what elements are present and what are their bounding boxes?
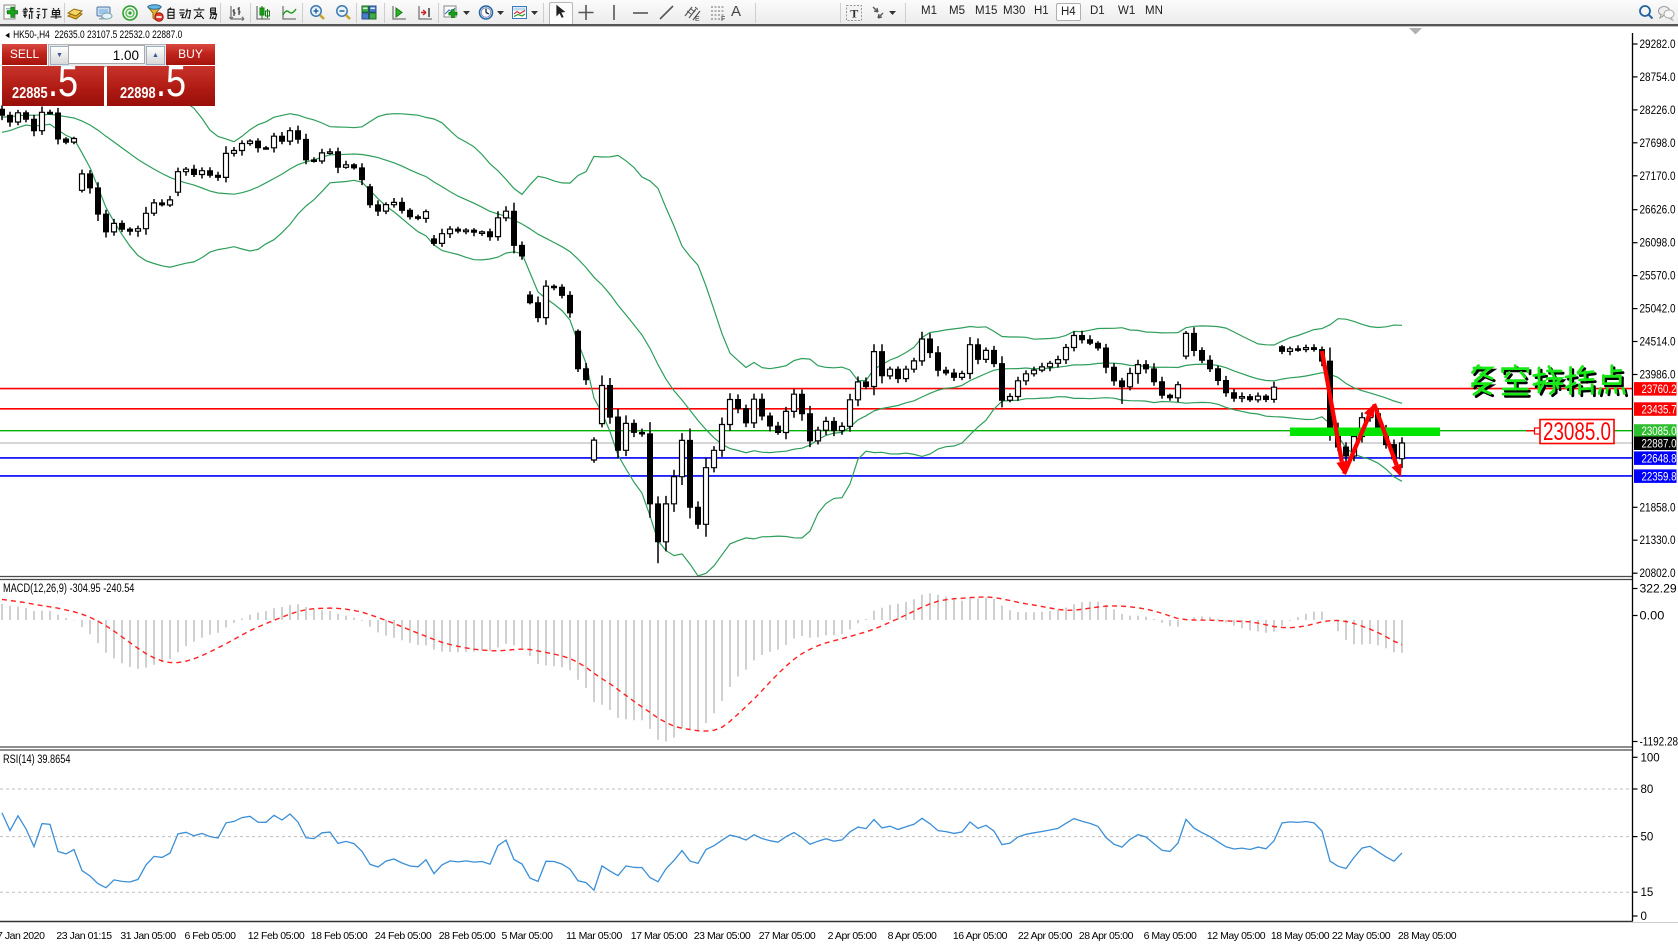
svg-text:25570.0: 25570.0 [1640,271,1676,283]
svg-text:8 Apr 05:00: 8 Apr 05:00 [888,930,937,942]
svg-text:21330.0: 21330.0 [1640,535,1676,547]
svg-text:24514.0: 24514.0 [1640,337,1676,349]
svg-text:28 May 05:00: 28 May 05:00 [1398,930,1457,942]
svg-text:-1192.28: -1192.28 [1640,737,1678,749]
svg-text:21858.0: 21858.0 [1640,502,1676,514]
svg-text:27698.0: 27698.0 [1640,138,1676,150]
svg-text:12 Feb 05:00: 12 Feb 05:00 [248,930,305,942]
svg-text:18 May 05:00: 18 May 05:00 [1271,930,1330,942]
svg-text:23986.0: 23986.0 [1640,370,1676,382]
svg-text:28 Apr 05:00: 28 Apr 05:00 [1079,930,1134,942]
svg-text:26098.0: 26098.0 [1640,238,1676,250]
svg-text:31 Jan 05:00: 31 Jan 05:00 [120,930,176,942]
svg-text:18 Feb 05:00: 18 Feb 05:00 [311,930,368,942]
svg-text:23085.0: 23085.0 [1543,418,1611,446]
svg-text:6 Feb 05:00: 6 Feb 05:00 [184,930,236,942]
svg-text:80: 80 [1641,784,1654,796]
svg-text:28754.0: 28754.0 [1640,72,1676,84]
svg-text:22 Apr 05:00: 22 Apr 05:00 [1018,930,1073,942]
svg-text:0: 0 [1641,911,1647,923]
svg-text:F: F [721,16,725,23]
svg-text:17 Mar 05:00: 17 Mar 05:00 [631,930,688,942]
svg-text:27170.0: 27170.0 [1640,171,1676,183]
svg-text:100: 100 [1641,752,1660,764]
svg-text:29282.0: 29282.0 [1640,39,1676,51]
svg-text:26626.0: 26626.0 [1640,205,1676,217]
svg-text:16 Apr 05:00: 16 Apr 05:00 [953,930,1008,942]
svg-text:22648.8: 22648.8 [1642,453,1677,465]
svg-text:23085.0: 23085.0 [1642,426,1677,438]
svg-text:T: T [850,7,858,21]
svg-text:28226.0: 28226.0 [1640,105,1676,117]
svg-text:0.00: 0.00 [1640,611,1665,623]
svg-text:22359.8: 22359.8 [1642,471,1677,483]
svg-text:28 Feb 05:00: 28 Feb 05:00 [439,930,496,942]
svg-text:25042.0: 25042.0 [1640,304,1676,316]
svg-text:27 Mar 05:00: 27 Mar 05:00 [759,930,816,942]
svg-text:20802.0: 20802.0 [1640,568,1676,580]
svg-text:23760.2: 23760.2 [1642,384,1677,396]
svg-text:12 May 05:00: 12 May 05:00 [1207,930,1266,942]
svg-text:23 Jan 01:15: 23 Jan 01:15 [56,930,112,942]
svg-text:23 Mar 05:00: 23 Mar 05:00 [694,930,751,942]
svg-text:6 May 05:00: 6 May 05:00 [1144,930,1197,942]
svg-text:7 Jan 2020: 7 Jan 2020 [0,930,45,942]
svg-text:2 Apr 05:00: 2 Apr 05:00 [828,930,877,942]
svg-text:23435.7: 23435.7 [1642,404,1677,416]
svg-text:15: 15 [1641,887,1654,899]
svg-text:22887.0: 22887.0 [1642,439,1677,451]
svg-text:E: E [695,16,700,23]
svg-text:5 Mar 05:00: 5 Mar 05:00 [501,930,553,942]
svg-text:24 Feb 05:00: 24 Feb 05:00 [375,930,432,942]
svg-text:322.29: 322.29 [1640,584,1677,596]
svg-text:22 May 05:00: 22 May 05:00 [1332,930,1391,942]
svg-text:50: 50 [1641,832,1654,844]
svg-text:11 Mar 05:00: 11 Mar 05:00 [566,930,622,942]
